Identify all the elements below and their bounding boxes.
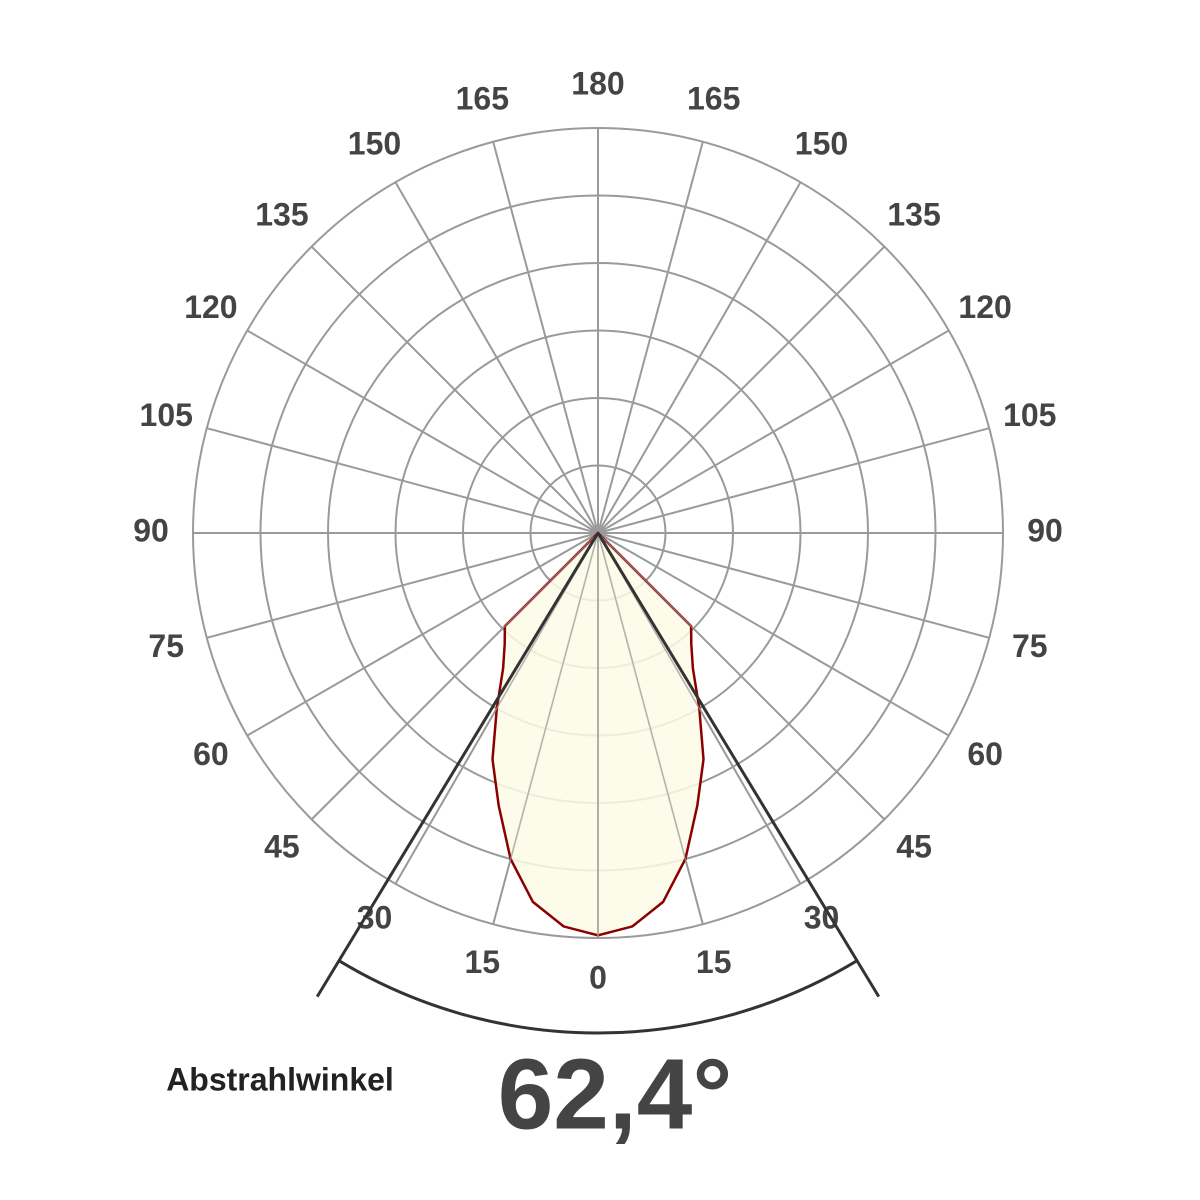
angle-tick-label: 90 — [133, 512, 169, 548]
angle-tick-label: 105 — [1003, 397, 1056, 433]
grid-spoke — [310, 245, 599, 534]
angle-tick-label: 75 — [148, 628, 184, 664]
angle-tick-label: 135 — [887, 196, 940, 232]
grid-spoke — [597, 329, 950, 534]
angle-tick-label: 135 — [255, 196, 308, 232]
angle-tick-label: 120 — [958, 289, 1011, 325]
angle-tick-label: 120 — [184, 289, 237, 325]
grid-spoke — [206, 427, 599, 534]
angle-tick-label: 15 — [696, 944, 732, 980]
angle-tick-label: 60 — [967, 736, 1003, 772]
beam-arc — [338, 959, 858, 1035]
beam-angle-label: 62,4° — [498, 1038, 733, 1150]
grid-spoke — [394, 181, 599, 534]
grid-spoke — [597, 245, 886, 534]
grid-spoke — [597, 532, 990, 639]
grid-spoke — [206, 532, 599, 639]
angle-tick-label: 165 — [456, 81, 509, 117]
angle-tick-label: 15 — [465, 944, 501, 980]
grid-spoke — [597, 427, 990, 534]
grid-spoke — [597, 181, 802, 534]
angle-tick-label: 30 — [804, 900, 840, 936]
beam-label: Abstrahlwinkel — [166, 1061, 394, 1097]
grid-spoke — [597, 141, 704, 534]
angle-tick-label: 150 — [795, 125, 848, 161]
angle-tick-label: 105 — [140, 397, 193, 433]
grid-spoke — [597, 532, 950, 737]
angle-tick-label: 45 — [264, 829, 300, 865]
angle-tick-label: 150 — [348, 125, 401, 161]
grid-spoke-overlay — [311, 532, 599, 820]
angle-tick-label: 90 — [1027, 512, 1063, 548]
grid-spoke-overlay — [597, 532, 704, 925]
angle-tick-label: 60 — [193, 736, 229, 772]
beam-line — [596, 532, 881, 998]
grid-spoke — [492, 141, 599, 534]
angle-tick-label: 180 — [571, 65, 624, 101]
angle-tick-label: 75 — [1012, 628, 1048, 664]
angle-tick-label: 45 — [896, 829, 932, 865]
grid-spoke-overlay — [492, 532, 599, 925]
beam-line — [315, 532, 600, 998]
angle-tick-label: 165 — [687, 81, 740, 117]
angle-tick-label: 0 — [589, 959, 607, 995]
angle-tick-label: 30 — [357, 900, 393, 936]
grid-spoke-overlay — [597, 532, 885, 820]
grid-spoke — [246, 329, 599, 534]
grid-spoke — [246, 532, 599, 737]
